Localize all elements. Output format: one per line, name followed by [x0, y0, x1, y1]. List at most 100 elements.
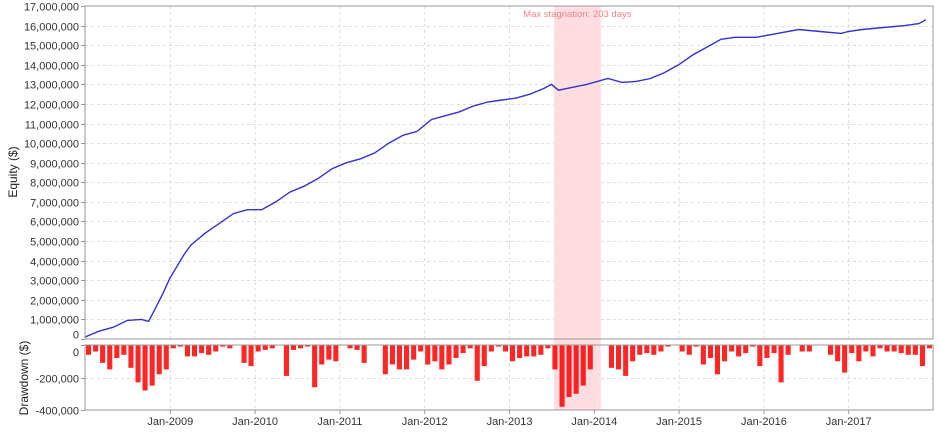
drawdown-bar [156, 345, 162, 375]
drawdown-bar [248, 345, 254, 367]
drawdown-bar [608, 345, 614, 368]
drawdown-bar [177, 345, 183, 347]
drawdown-bar [107, 345, 113, 370]
equity-y-tick-label: 10,000,000 [24, 139, 79, 151]
drawdown-bar [86, 345, 92, 355]
drawdown-bar [559, 345, 565, 407]
drawdown-bar [382, 345, 388, 375]
drawdown-bar [651, 345, 657, 355]
drawdown-bar [538, 345, 544, 355]
equity-y-tick-label: 14,000,000 [24, 61, 79, 73]
drawdown-bar [736, 345, 742, 357]
drawdown-bar [665, 345, 671, 347]
drawdown-y-tick-label: 0 [73, 347, 79, 359]
drawdown-bar [149, 345, 155, 386]
equity-y-tick-label: 3,000,000 [30, 276, 79, 288]
drawdown-bar [213, 345, 219, 352]
x-tick-label: Jan-2010 [232, 416, 278, 428]
drawdown-bar [269, 345, 275, 349]
drawdown-bar [283, 345, 289, 376]
drawdown-bar [163, 345, 169, 370]
drawdown-bar [170, 345, 176, 349]
drawdown-bar [312, 345, 318, 388]
max-stagnation-band [553, 6, 601, 410]
drawdown-bar [799, 345, 805, 352]
drawdown-bar [290, 345, 296, 350]
drawdown-bar [100, 345, 106, 363]
drawdown-bar [524, 345, 530, 357]
drawdown-bar [580, 345, 586, 386]
drawdown-bar [425, 345, 431, 365]
drawdown-bar [474, 345, 480, 381]
drawdown-bar [184, 345, 190, 357]
drawdown-bar [693, 345, 699, 347]
drawdown-bar [870, 345, 876, 357]
x-tick-label: Jan-2016 [741, 416, 787, 428]
drawdown-bar [750, 345, 756, 347]
drawdown-bar [757, 345, 763, 367]
equity-y-tick-label: 13,000,000 [24, 80, 79, 92]
equity-y-tick-label: 12,000,000 [24, 100, 79, 112]
drawdown-bar [905, 345, 911, 355]
equity-line [84, 19, 927, 338]
x-tick-label: Jan-2017 [826, 416, 872, 428]
drawdown-bars [86, 345, 932, 407]
drawdown-bar [220, 345, 226, 347]
drawdown-bar [849, 345, 855, 354]
equity-y-tick-label: 1,000,000 [30, 315, 79, 327]
drawdown-bar [453, 345, 459, 358]
drawdown-bar [637, 345, 643, 355]
drawdown-bar [142, 345, 148, 391]
drawdown-y-tick-label: -200,000 [36, 374, 79, 386]
equity-y-tick-label: 15,000,000 [24, 41, 79, 53]
drawdown-bar [856, 345, 862, 362]
drawdown-bar [877, 345, 883, 349]
x-tick-label: Jan-2011 [317, 416, 362, 428]
drawdown-bar [510, 345, 516, 362]
drawdown-bar [912, 345, 918, 355]
max-stagnation-label: Max stagnation: 203 days [523, 9, 632, 20]
drawdown-bar [439, 345, 445, 370]
drawdown-bar [926, 345, 932, 349]
drawdown-bar [573, 345, 579, 394]
drawdown-bar [347, 345, 353, 349]
drawdown-bar [743, 345, 749, 354]
drawdown-bar [686, 345, 692, 355]
equity-y-tick-label: 9,000,000 [30, 159, 79, 171]
drawdown-bar [326, 345, 332, 360]
drawdown-bar [495, 345, 501, 347]
drawdown-bar [411, 345, 417, 360]
drawdown-bar [835, 345, 841, 362]
drawdown-bar [121, 345, 127, 355]
drawdown-bar [255, 345, 261, 352]
drawdown-y-tick-label: -400,000 [36, 406, 79, 418]
drawdown-bar [785, 345, 791, 355]
drawdown-bar [714, 345, 720, 375]
drawdown-bar [396, 345, 402, 370]
drawdown-bar [778, 345, 784, 383]
equity-y-ticks: 0 1,000,000 2,000,000 3,000,000 4,000,000 5,0… [24, 2, 85, 342]
equity-y-tick-label: 17,000,000 [24, 2, 79, 14]
drawdown-bar [884, 345, 890, 352]
drawdown-bar [658, 345, 664, 352]
equity-y-tick-label: 7,000,000 [30, 198, 79, 210]
drawdown-bar [93, 345, 99, 352]
drawdown-bar [771, 345, 777, 354]
equity-y-tick-label: 11,000,000 [25, 120, 79, 132]
drawdown-bar [722, 345, 728, 362]
drawdown-bar [545, 345, 551, 349]
drawdown-bar [467, 345, 473, 349]
drawdown-bar [517, 345, 523, 358]
drawdown-bar [488, 345, 494, 352]
drawdown-bar [700, 345, 706, 365]
equity-y-tick-label: 6,000,000 [30, 217, 79, 229]
equity-y-tick-label: 5,000,000 [30, 237, 79, 249]
x-tick-label: Jan-2009 [147, 416, 193, 428]
drawdown-bar [842, 345, 848, 373]
equity-y-tick-label: 2,000,000 [30, 296, 79, 308]
drawdown-bar [114, 345, 120, 358]
drawdown-bar [552, 345, 558, 370]
drawdown-bar [481, 345, 487, 367]
drawdown-bar [199, 345, 205, 354]
drawdown-bar [298, 345, 304, 349]
